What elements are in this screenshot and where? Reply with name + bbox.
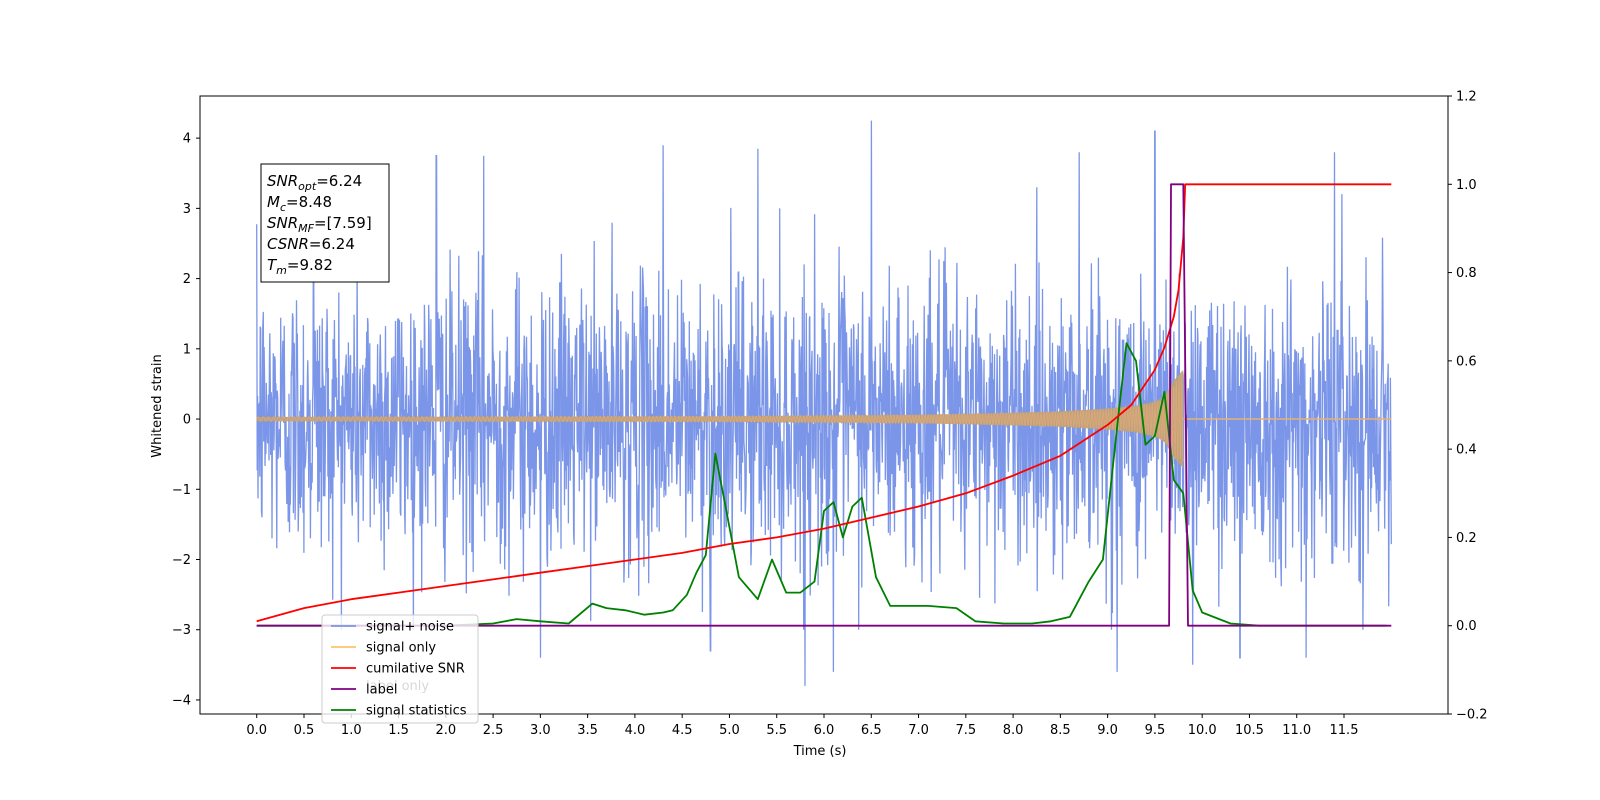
- y2-tick-label: 0.6: [1456, 354, 1477, 369]
- legend-label: label: [366, 683, 397, 698]
- x-tick-label: 6.5: [861, 723, 882, 738]
- x-tick-label: 5.5: [766, 723, 787, 738]
- x-tick-label: 11.0: [1282, 723, 1311, 738]
- x-axis-label: Time (s): [793, 744, 847, 759]
- y2-tick-label: 0.2: [1456, 531, 1477, 546]
- x-tick-label: 6.0: [814, 723, 835, 738]
- legend-hidden-entry: label only: [366, 679, 429, 694]
- y-axis-label: Whitened strain: [150, 354, 165, 457]
- x-tick-label: 0.5: [294, 723, 315, 738]
- x-tick-label: 2.5: [483, 723, 504, 738]
- x-axis: 0.0 0.5 1.0 1.5 2.0 2.5 3.0 3.5 4.0 4.5 5.0 5.5 6.0 6…: [246, 714, 1358, 738]
- series-label: [256, 183, 1392, 627]
- y2-tick-label: −0.2: [1456, 708, 1488, 723]
- info-box-value: =9.82: [287, 256, 333, 274]
- legend: label only signal+ noise signal only cumila…: [321, 614, 479, 724]
- info-box-name: SNR: [267, 172, 298, 190]
- y2-tick-label: 1.2: [1456, 90, 1477, 105]
- x-tick-label: 9.0: [1097, 723, 1118, 738]
- info-box-value: =6.24: [309, 235, 355, 253]
- info-box-value: =6.24: [316, 172, 362, 190]
- legend-label: cumilative SNR: [366, 662, 465, 677]
- x-tick-label: 4.5: [672, 723, 693, 738]
- x-tick-label: 1.5: [388, 723, 409, 738]
- info-box-row: SNRopt=6.24: [267, 172, 362, 193]
- y2-tick-label: 1.0: [1456, 178, 1477, 193]
- y-axis-right: 1.2 1.0 0.8 0.6 0.4 0.2 0.0 −0.2: [1448, 90, 1488, 723]
- y-tick-label: −1: [172, 483, 191, 498]
- info-box: SNRopt=6.24Mc=8.48SNRMF=[7.59]CSNR=6.24T…: [260, 163, 390, 283]
- info-box-value: =[7.59]: [314, 214, 372, 232]
- info-box-row: CSNR=6.24: [267, 235, 355, 253]
- info-box-name: M: [267, 193, 280, 211]
- y2-tick-label: 0.0: [1456, 619, 1477, 634]
- series-signal-statistics: [256, 342, 1387, 627]
- x-tick-label: 10.0: [1188, 723, 1217, 738]
- x-tick-label: 2.0: [435, 723, 456, 738]
- info-box-subscript: m: [276, 264, 287, 277]
- series-signal-only-band: [256, 369, 1184, 469]
- x-tick-label: 3.0: [530, 723, 551, 738]
- x-tick-label: 5.0: [719, 723, 740, 738]
- y-axis-left: 4 3 2 1 0 −1 −2 −3 −4: [172, 132, 200, 708]
- x-tick-label: 4.0: [625, 723, 646, 738]
- y-tick-label: 1: [183, 342, 191, 357]
- series-layer: [256, 120, 1392, 686]
- series-signal-noise: [256, 120, 1392, 686]
- info-box-subscript: c: [280, 201, 286, 214]
- info-box-row: Mc=8.48: [267, 193, 332, 214]
- legend-label: signal+ noise: [366, 620, 454, 635]
- info-box-frame: [260, 163, 390, 283]
- x-tick-label: 11.5: [1330, 723, 1359, 738]
- info-box-subscript: opt: [298, 180, 317, 193]
- info-box-subscript: MF: [298, 222, 314, 235]
- x-tick-label: 1.0: [341, 723, 362, 738]
- y2-tick-label: 0.8: [1456, 266, 1477, 281]
- y-tick-label: 2: [183, 272, 191, 287]
- y2-tick-label: 0.4: [1456, 443, 1477, 458]
- x-tick-label: 0.0: [246, 723, 267, 738]
- x-tick-label: 7.0: [908, 723, 929, 738]
- x-tick-label: 8.5: [1050, 723, 1071, 738]
- y-tick-label: −4: [172, 693, 191, 708]
- legend-label: signal only: [366, 641, 436, 656]
- x-tick-label: 7.5: [955, 723, 976, 738]
- y-tick-label: −2: [172, 553, 191, 568]
- info-box-value: =8.48: [286, 193, 332, 211]
- x-tick-label: 10.5: [1235, 723, 1264, 738]
- y-tick-label: 3: [183, 202, 191, 217]
- y-tick-label: 4: [183, 132, 191, 147]
- series-signal-only: [256, 371, 1184, 462]
- info-box-name: CSNR: [267, 235, 309, 253]
- legend-label: signal statistics: [366, 704, 467, 719]
- y-tick-label: 0: [183, 413, 191, 428]
- info-box-row: SNRMF=[7.59]: [267, 214, 372, 235]
- legend-frame: [321, 614, 479, 724]
- x-tick-label: 3.5: [577, 723, 598, 738]
- y-tick-label: −3: [172, 623, 191, 638]
- info-box-name: T: [267, 256, 278, 274]
- x-tick-label: 8.0: [1003, 723, 1024, 738]
- x-tick-label: 9.5: [1145, 723, 1166, 738]
- info-box-row: Tm=9.82: [267, 256, 333, 277]
- info-box-name: SNR: [267, 214, 298, 232]
